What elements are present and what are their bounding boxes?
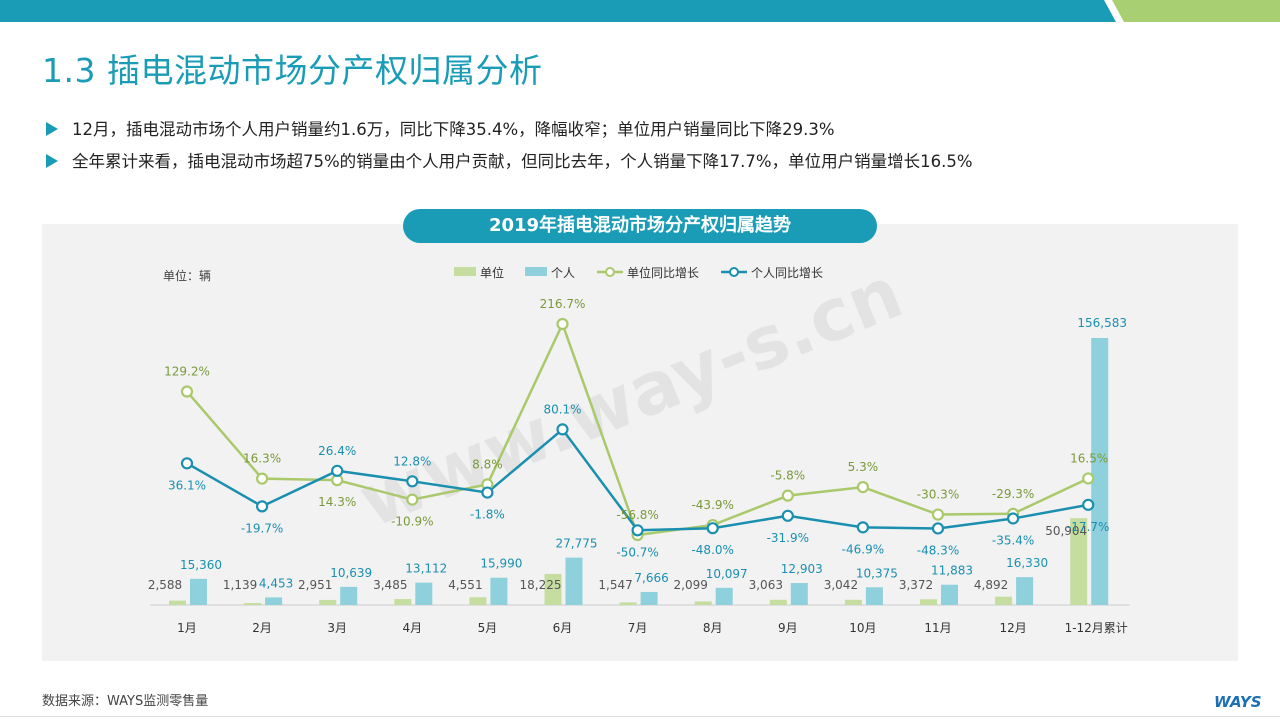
- top-banner: [0, 0, 1280, 22]
- footer-divider: [0, 716, 1280, 717]
- triangle-bullet-icon: [46, 122, 58, 136]
- page-title: 1.3 插电混动市场分产权归属分析: [42, 51, 543, 90]
- bullet-text: 全年累计来看，插电混动市场超75%的销量由个人用户贡献，但同比去年，个人销量下降…: [72, 152, 973, 171]
- chart-panel: [42, 224, 1238, 661]
- data-source: 数据来源：WAYS监测零售量: [42, 694, 209, 709]
- chart-title: 2019年插电混动市场分产权归属趋势: [403, 209, 877, 243]
- triangle-bullet-icon: [46, 154, 58, 168]
- ways-logo: WAYS: [1214, 693, 1262, 711]
- top-banner-green: [1112, 0, 1280, 22]
- bullet-text: 12月，插电混动市场个人用户销量约1.6万，同比下降35.4%，降幅收窄；单位用…: [72, 120, 835, 139]
- top-banner-teal: [0, 0, 1116, 22]
